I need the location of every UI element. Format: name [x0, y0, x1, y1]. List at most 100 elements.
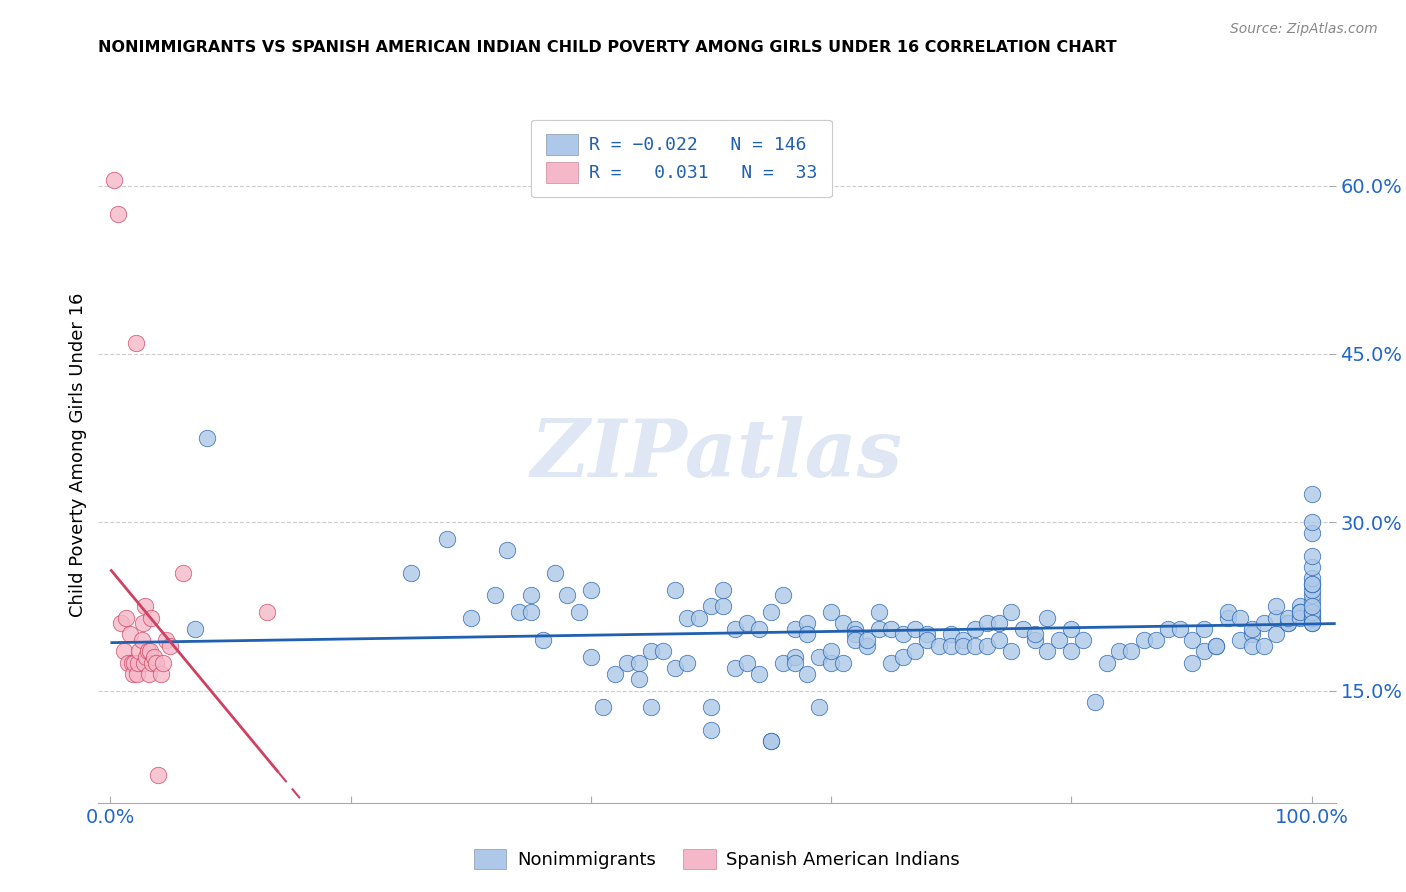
Point: [495, 543, 517, 558]
Point: [785, 622, 807, 636]
Point: [808, 700, 831, 714]
Point: [1205, 639, 1227, 653]
Point: [772, 656, 794, 670]
Point: [103, 173, 125, 187]
Point: [952, 639, 974, 653]
Point: [115, 610, 138, 624]
Point: [1301, 599, 1323, 614]
Legend: Nonimmigrants, Spanish American Indians: Nonimmigrants, Spanish American Indians: [465, 839, 969, 879]
Point: [1240, 622, 1263, 636]
Point: [844, 627, 866, 641]
Point: [1301, 588, 1323, 602]
Point: [145, 656, 167, 670]
Point: [676, 610, 699, 624]
Point: [785, 656, 807, 670]
Point: [928, 639, 950, 653]
Point: [1253, 616, 1275, 631]
Text: NONIMMIGRANTS VS SPANISH AMERICAN INDIAN CHILD POVERTY AMONG GIRLS UNDER 16 CORR: NONIMMIGRANTS VS SPANISH AMERICAN INDIAN…: [98, 40, 1116, 55]
Point: [460, 610, 482, 624]
Point: [142, 649, 165, 664]
Point: [1192, 622, 1215, 636]
Point: [136, 644, 159, 658]
Point: [988, 616, 1011, 631]
Point: [107, 207, 129, 221]
Point: [820, 656, 842, 670]
Point: [148, 768, 170, 782]
Point: [820, 605, 842, 619]
Point: [112, 644, 135, 658]
Point: [904, 644, 927, 658]
Point: [1024, 633, 1046, 648]
Point: [735, 656, 758, 670]
Point: [748, 622, 770, 636]
Point: [759, 734, 782, 748]
Point: [124, 656, 146, 670]
Point: [627, 656, 650, 670]
Point: [152, 656, 174, 670]
Point: [1288, 605, 1310, 619]
Point: [1277, 616, 1299, 631]
Point: [603, 666, 626, 681]
Point: [941, 639, 963, 653]
Point: [856, 639, 879, 653]
Point: [917, 627, 939, 641]
Point: [484, 588, 506, 602]
Y-axis label: Child Poverty Among Girls Under 16: Child Poverty Among Girls Under 16: [69, 293, 87, 617]
Point: [134, 599, 156, 614]
Point: [711, 599, 734, 614]
Point: [149, 666, 172, 681]
Point: [724, 661, 747, 675]
Point: [1156, 622, 1178, 636]
Point: [735, 616, 758, 631]
Point: [1301, 526, 1323, 541]
Point: [1301, 577, 1323, 591]
Point: [1000, 644, 1022, 658]
Point: [700, 723, 723, 737]
Point: [1301, 487, 1323, 501]
Point: [155, 633, 177, 648]
Point: [579, 582, 602, 597]
Point: [748, 666, 770, 681]
Point: [508, 605, 530, 619]
Point: [891, 627, 914, 641]
Point: [592, 700, 614, 714]
Point: [952, 633, 974, 648]
Point: [1301, 549, 1323, 563]
Point: [965, 639, 987, 653]
Text: ZIPatlas: ZIPatlas: [531, 417, 903, 493]
Point: [652, 644, 675, 658]
Point: [976, 616, 998, 631]
Point: [965, 622, 987, 636]
Point: [1073, 633, 1095, 648]
Point: [1264, 627, 1286, 641]
Point: [917, 633, 939, 648]
Point: [1132, 633, 1154, 648]
Point: [1012, 622, 1035, 636]
Point: [988, 633, 1011, 648]
Point: [832, 656, 855, 670]
Point: [664, 661, 686, 675]
Point: [1301, 515, 1323, 529]
Point: [640, 700, 662, 714]
Point: [1301, 610, 1323, 624]
Point: [128, 644, 150, 658]
Point: [880, 656, 903, 670]
Point: [1024, 627, 1046, 641]
Point: [700, 599, 723, 614]
Point: [172, 566, 194, 580]
Point: [531, 633, 554, 648]
Point: [1301, 605, 1323, 619]
Point: [820, 644, 842, 658]
Point: [796, 616, 818, 631]
Point: [1180, 633, 1202, 648]
Point: [520, 605, 543, 619]
Point: [1229, 610, 1251, 624]
Point: [1301, 616, 1323, 631]
Point: [1108, 644, 1130, 658]
Point: [132, 656, 155, 670]
Point: [627, 673, 650, 687]
Point: [688, 610, 710, 624]
Point: [127, 656, 149, 670]
Point: [141, 656, 163, 670]
Point: [1288, 599, 1310, 614]
